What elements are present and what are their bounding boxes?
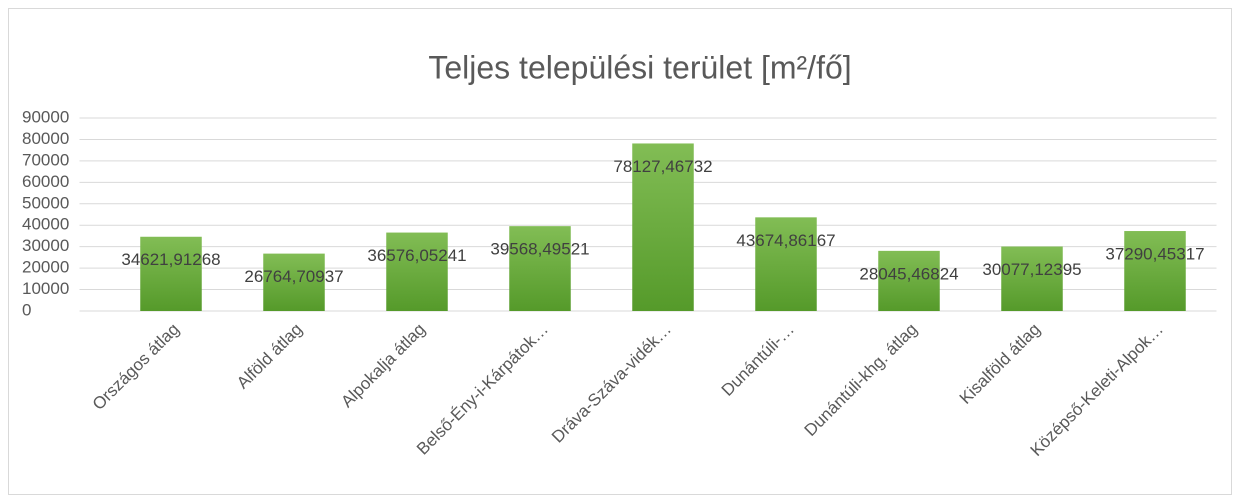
y-tick-label: 40000 (22, 215, 69, 234)
value-label: 36576,05241 (367, 246, 466, 265)
y-tick-label: 60000 (22, 172, 69, 191)
bar (878, 250, 940, 311)
y-tick-label: 0 (22, 300, 31, 319)
y-tick-label: 10000 (22, 279, 69, 298)
y-tick-label: 50000 (22, 193, 69, 212)
bar (509, 226, 571, 311)
bar (140, 236, 202, 311)
bar (755, 217, 817, 311)
value-label: 43674,86167 (736, 231, 835, 250)
y-tick-label: 90000 (22, 107, 69, 126)
value-label: 39568,49521 (490, 240, 589, 259)
bar (632, 143, 694, 311)
value-label: 78127,46732 (613, 157, 712, 176)
y-tick-label: 20000 (22, 258, 69, 277)
bar (1124, 231, 1186, 311)
bar (1001, 246, 1063, 311)
value-label: 30077,12395 (982, 260, 1081, 279)
bar (263, 253, 325, 311)
chart-title: Teljes települési terület [m²/fő] (428, 49, 851, 85)
value-label: 37290,45317 (1105, 245, 1204, 264)
bar (386, 232, 448, 311)
value-label: 26764,70937 (244, 267, 343, 286)
value-label: 28045,46824 (859, 264, 958, 283)
y-tick-label: 30000 (22, 236, 69, 255)
y-tick-label: 70000 (22, 150, 69, 169)
value-label: 34621,91268 (121, 250, 220, 269)
y-tick-label: 80000 (22, 129, 69, 148)
